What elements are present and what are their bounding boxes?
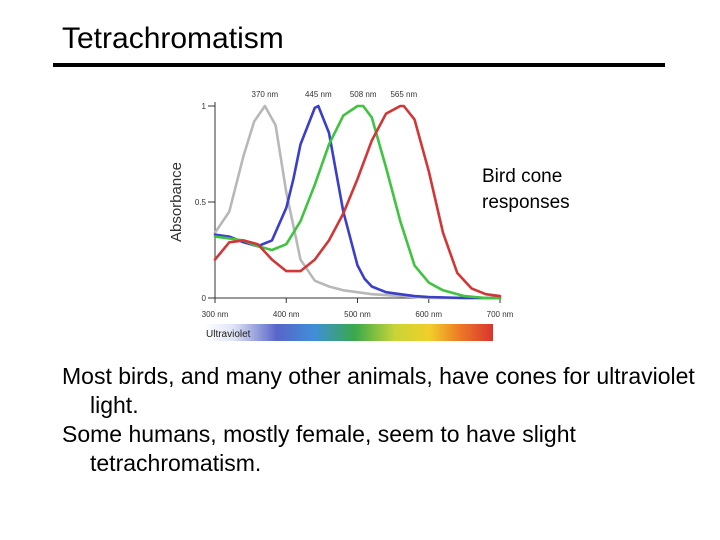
annotation-line: Bird cone <box>482 166 563 187</box>
x-tick-label: 700 nm <box>487 310 514 319</box>
cone-curve-565 <box>213 104 502 298</box>
x-tick-label: 500 nm <box>344 310 371 319</box>
peak-label: 565 nm <box>390 90 417 99</box>
title-underline <box>53 63 665 67</box>
spectrum-bar <box>205 324 493 341</box>
y-tick-label: 1 <box>202 102 207 111</box>
body-text: Most birds, and many other animals, have… <box>62 362 702 478</box>
y-tick-label: 0.5 <box>195 198 207 207</box>
y-tick-label: 0 <box>202 294 207 303</box>
slide-title: Tetrachromatism <box>62 22 284 55</box>
paragraph: Some humans, mostly female, seem to have… <box>62 421 576 476</box>
x-tick-label: 400 nm <box>273 310 300 319</box>
spectrum-label: Ultraviolet <box>206 329 251 340</box>
x-tick-label: 300 nm <box>202 310 229 319</box>
cone-curve-445 <box>213 104 502 300</box>
peak-label: 508 nm <box>350 90 377 99</box>
peak-label: 445 nm <box>305 90 332 99</box>
paragraph: Most birds, and many other animals, have… <box>62 363 695 418</box>
x-tick-label: 600 nm <box>415 310 442 319</box>
annotation-line: responses <box>482 192 570 213</box>
peak-label: 370 nm <box>252 90 279 99</box>
bird-cone-annotation: Bird cone responses <box>482 164 632 216</box>
y-axis-label: Absorbance <box>168 162 185 242</box>
